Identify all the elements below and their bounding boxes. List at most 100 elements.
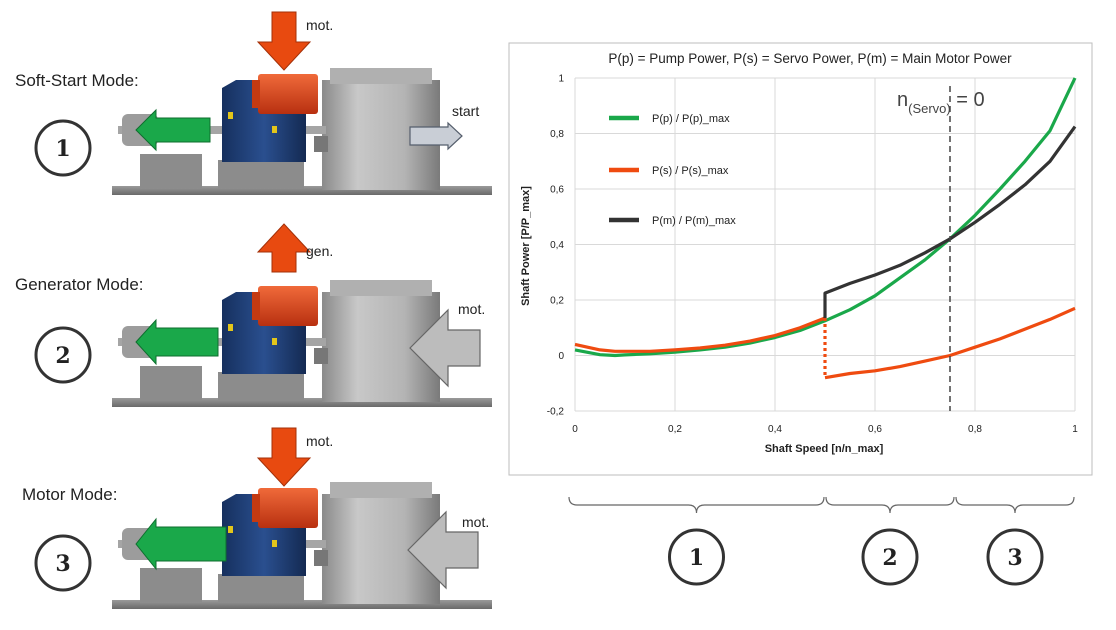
pedestal-left [140,154,202,188]
base-rail [112,186,492,195]
pedestal-left [140,366,202,400]
coupling-right [314,348,328,364]
base-rail [112,600,492,609]
servo-motor [258,488,318,528]
servo-motor-flange [252,80,260,108]
x-tick-label: 0,6 [868,424,882,435]
servo-direction-arrow [256,11,312,71]
servo-direction-label: gen. [306,243,333,259]
machine-assembly [112,68,492,195]
y-tick-label: 1 [558,74,564,85]
servo-motor [258,74,318,114]
main-motor-direction-arrow [409,308,481,388]
modes-panel: Soft-Start Mode: 1 mot. start Generator Mode… [15,11,492,609]
x-tick-label: 0,8 [968,424,982,435]
n-servo-label-tail: = 0 [951,89,985,111]
base-rail [112,398,492,407]
chart-frame [508,42,1093,476]
speed-range-braces: 1 2 3 [568,496,1075,586]
main-motor-direction-arrow [409,121,463,151]
range-brace-2 [825,496,955,514]
servo-motor-flange [252,292,260,320]
x-tick-label: 0,4 [768,424,782,435]
servo-motor [258,286,318,326]
pedestal-middle [218,372,304,400]
pump-accent [228,112,233,119]
pedestal-left [140,568,202,602]
main-motor-top [330,482,432,498]
pump-accent [228,526,233,533]
machine-assembly [112,482,492,609]
legend-entry: P(s) / P(s)_max [652,165,729,177]
series-pump-line [574,77,1077,358]
main-motor-direction-label: start [452,103,479,119]
x-tick-label: 0 [572,424,578,435]
y-tick-label: 0 [558,351,564,362]
servo-direction-arrow [256,223,312,273]
range-number: 1 [689,545,704,571]
range-number: 2 [882,545,897,571]
chart-title: P(p) = Pump Power, P(s) = Servo Power, P… [608,51,1012,66]
mode-1: Soft-Start Mode: 1 mot. start [15,11,492,195]
mode-number: 3 [55,551,70,577]
mode-3: Motor Mode: 3 mot. mot. [22,427,492,609]
pump-flow-arrow [135,318,219,366]
n-servo-annotation: n(Servo) = 0 [897,86,985,411]
range-number: 3 [1007,545,1022,571]
power-chart: P(p) = Pump Power, P(s) = Servo Power, P… [508,42,1093,476]
mode-label: Motor Mode: [22,485,117,504]
series-servo-line [574,316,826,353]
main-motor-direction-label: mot. [458,301,485,317]
pump-flow-arrow [135,108,211,152]
pump-accent [272,338,277,345]
y-axis-label: Shaft Power [P/P_max] [520,186,532,306]
range-brace-3 [955,496,1075,514]
mode-number: 1 [55,136,70,162]
main-motor-direction-label: mot. [462,514,489,530]
mode-label: Generator Mode: [15,275,144,294]
y-tick-label: 0,6 [550,185,564,196]
pump-accent [272,540,277,547]
series-motor-line [823,125,1077,318]
mode-label: Soft-Start Mode: [15,71,139,90]
range-number-circle [986,528,1044,586]
servo-motor-flange [252,494,260,522]
chart-series [574,77,1077,380]
range-number-circle [668,528,725,586]
x-tick-label: 0,2 [668,424,682,435]
pump-accent [272,126,277,133]
mode-number: 2 [55,343,70,369]
main-motor-direction-arrow [407,510,479,590]
pedestal-middle [218,160,304,188]
servo-direction-label: mot. [306,433,333,449]
mode-2: Generator Mode: 2 gen. mot. [15,223,492,407]
main-motor-top [330,280,432,296]
coupling-right [314,550,328,566]
y-tick-label: 0,2 [550,296,564,307]
servo-direction-label: mot. [306,17,333,33]
pump-accent [228,324,233,331]
mode-number-circle [34,119,92,177]
y-tick-label: -0,2 [547,407,565,418]
range-number-circle [861,528,919,586]
y-tick-label: 0,4 [550,240,564,251]
legend-entry: P(m) / P(m)_max [652,215,736,227]
chart-ticks: 0 0,2 0,4 0,6 0,8 1 -0,2 0 0,2 0,4 0,6 0,8 1 [547,74,1078,436]
legend-entry: P(p) / P(p)_max [652,113,730,125]
n-servo-label: n(Servo) = 0 [897,89,985,116]
mode-number-circle [34,534,92,592]
x-axis-label: Shaft Speed [n/n_max] [765,443,884,455]
n-servo-label-main: n [897,89,908,111]
n-servo-label-sub: (Servo) [908,101,951,116]
range-brace-1 [568,496,825,514]
servo-direction-arrow [256,427,312,487]
chart-legend: P(p) / P(p)_max P(s) / P(s)_max P(m) / P(m… [609,113,736,227]
pedestal-middle [218,574,304,602]
coupling-right [314,136,328,152]
series-servo-line-upper [824,306,1076,380]
main-motor-top [330,68,432,84]
mode-number-circle [34,326,92,384]
y-tick-label: 0,8 [550,129,564,140]
x-tick-label: 1 [1072,424,1078,435]
